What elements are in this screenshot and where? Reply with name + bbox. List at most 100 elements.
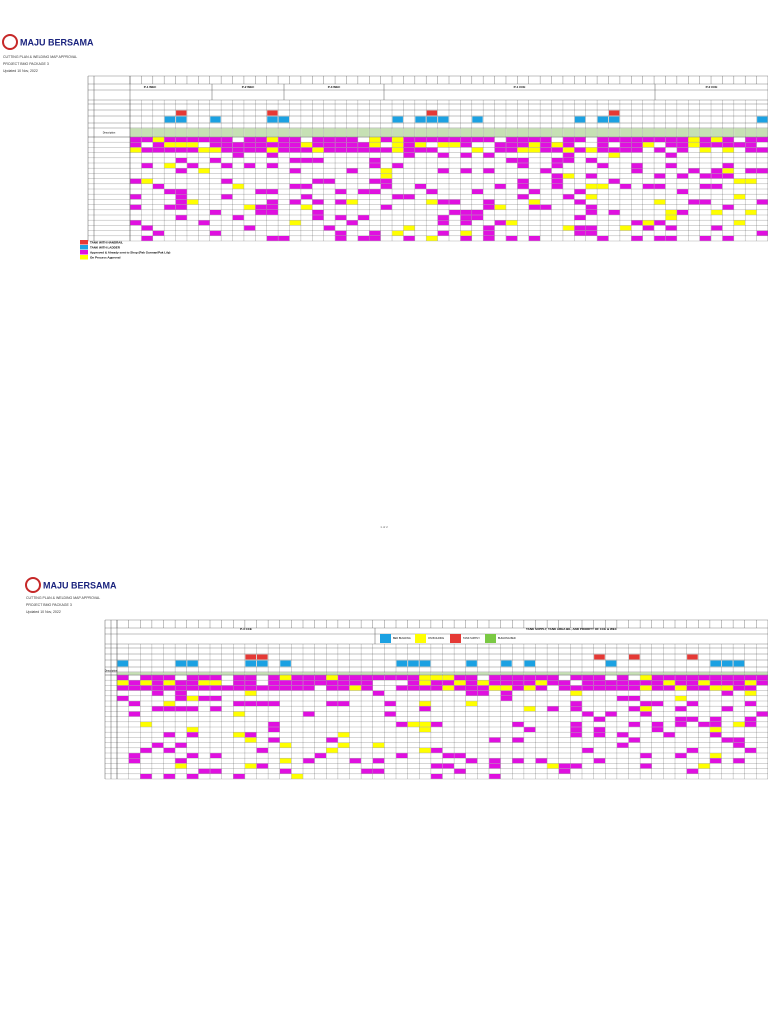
status-cell xyxy=(460,152,472,158)
tank-id-cell xyxy=(449,128,461,137)
tank-id-cell xyxy=(210,672,222,675)
status-cell xyxy=(642,137,654,142)
status-cell xyxy=(631,220,643,226)
ladder-cell xyxy=(117,660,129,667)
status-cell xyxy=(392,147,404,153)
tank-id-cell xyxy=(506,128,518,137)
status-cell xyxy=(187,199,199,205)
status-cell xyxy=(419,680,431,686)
status-cell xyxy=(574,137,586,142)
tank-id-cell xyxy=(314,672,326,675)
status-cell xyxy=(686,701,699,706)
status-cell xyxy=(431,763,443,769)
status-cell xyxy=(266,189,278,194)
tank-id-cell xyxy=(323,128,335,137)
status-cell xyxy=(128,711,141,717)
status-cell xyxy=(268,701,280,706)
status-cell xyxy=(255,210,267,215)
tank-id-cell xyxy=(280,672,292,675)
status-cell xyxy=(141,225,153,231)
status-cell xyxy=(437,168,449,174)
status-cell xyxy=(547,763,559,769)
status-cell xyxy=(437,137,449,142)
tank-id-cell xyxy=(403,128,415,137)
status-cell xyxy=(663,732,675,738)
status-cell xyxy=(141,236,153,241)
tank-id-cell xyxy=(665,128,677,137)
handrail-cell xyxy=(245,654,256,660)
status-cell xyxy=(130,204,142,210)
status-cell xyxy=(403,194,415,200)
status-cell xyxy=(745,142,757,148)
status-cell xyxy=(140,774,152,779)
status-cell xyxy=(711,173,723,179)
status-cell xyxy=(582,711,594,717)
status-cell xyxy=(617,680,629,686)
status-cell xyxy=(585,230,597,236)
status-cell xyxy=(289,158,301,163)
status-cell xyxy=(431,748,443,753)
status-cell xyxy=(335,236,347,241)
status-cell xyxy=(380,204,392,210)
status-cell xyxy=(369,158,381,163)
status-cell xyxy=(734,178,746,184)
status-cell xyxy=(547,675,559,680)
tank-id-cell xyxy=(745,128,757,137)
legend-swatch xyxy=(450,634,461,643)
tank-id-cell xyxy=(699,128,711,137)
status-cell xyxy=(506,137,518,142)
status-cell xyxy=(608,137,620,142)
status-cell xyxy=(266,142,278,148)
status-cell xyxy=(465,680,478,686)
status-cell xyxy=(198,696,210,701)
status-cell xyxy=(663,685,675,691)
status-cell xyxy=(506,158,518,163)
tank-id-cell xyxy=(677,128,688,137)
status-cell xyxy=(312,142,324,148)
status-cell xyxy=(506,142,518,148)
tank-id-cell xyxy=(415,128,426,137)
status-cell xyxy=(312,215,324,220)
status-cell xyxy=(335,147,347,153)
status-cell xyxy=(380,173,392,179)
status-cell xyxy=(266,137,278,142)
status-cell xyxy=(255,142,267,148)
status-cell xyxy=(570,675,582,680)
status-cell xyxy=(186,706,199,712)
status-cell xyxy=(711,210,723,215)
status-cell xyxy=(419,706,431,712)
tank-id-cell xyxy=(722,128,734,137)
status-cell xyxy=(640,706,652,712)
tank-id-cell xyxy=(756,672,768,675)
status-cell xyxy=(489,758,501,764)
logo-text: MAJU BERSAMA xyxy=(43,580,117,590)
status-cell xyxy=(574,199,586,205)
status-cell xyxy=(268,722,280,727)
status-cell xyxy=(628,737,640,743)
status-cell xyxy=(454,685,466,691)
status-cell xyxy=(535,758,547,764)
status-cell xyxy=(651,685,664,691)
status-cell xyxy=(512,680,524,686)
status-cell xyxy=(130,137,142,142)
legend-swatch xyxy=(485,634,496,643)
status-cell xyxy=(699,199,711,205)
status-cell xyxy=(460,142,472,148)
status-cell xyxy=(654,236,666,241)
tank-id-cell xyxy=(426,128,438,137)
status-cell xyxy=(506,236,518,241)
status-cell xyxy=(628,685,640,691)
status-cell xyxy=(437,215,449,220)
tank-id-cell xyxy=(380,128,392,137)
status-cell xyxy=(175,680,187,686)
status-cell xyxy=(449,199,461,205)
ladder-cell xyxy=(733,660,745,667)
status-cell xyxy=(597,184,609,189)
ladder-cell xyxy=(524,660,535,667)
status-cell xyxy=(640,685,652,691)
status-cell xyxy=(163,701,175,706)
status-cell xyxy=(369,142,381,148)
status-cell xyxy=(289,199,301,205)
status-cell xyxy=(489,763,501,769)
status-cell xyxy=(460,137,472,142)
